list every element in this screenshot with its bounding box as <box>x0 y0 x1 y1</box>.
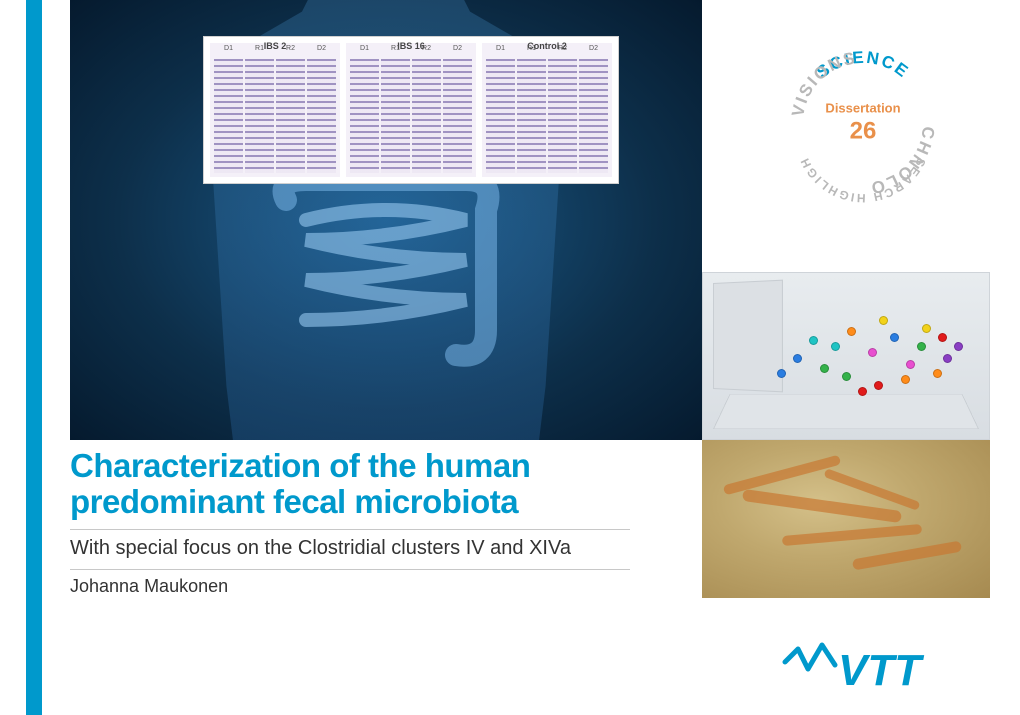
lane-label: R1 <box>245 45 274 52</box>
culture-streak <box>852 541 962 571</box>
culture-streak <box>782 524 922 546</box>
scatter-dot <box>842 372 851 381</box>
divider <box>70 529 630 530</box>
lane-label: D1 <box>486 45 515 52</box>
scatter-dot <box>820 364 829 373</box>
series-badge: SCIENCE TECHNOLOGY RESEARCH HIGHLIGHTS V… <box>778 38 948 208</box>
scatter-dot <box>868 348 877 357</box>
badge-center-label: Dissertation <box>825 101 900 116</box>
lane-label: R2 <box>276 45 305 52</box>
document-title: Characterization of the human predominan… <box>70 448 702 519</box>
scatter-dot <box>793 354 802 363</box>
vtt-logo: VTT <box>780 637 960 697</box>
lane-label: D2 <box>443 45 472 52</box>
gel-column: IBS 16 D1 R1 R2 D2 <box>346 43 476 177</box>
gel-column: Control 2 D1 R1 R2 D2 <box>482 43 612 177</box>
scatter-dot <box>901 375 910 384</box>
scatter-dot <box>890 333 899 342</box>
scatter-dot <box>858 387 867 396</box>
culture-plate-panel <box>702 440 990 598</box>
scatter-dot <box>943 354 952 363</box>
scatter-dot <box>879 316 888 325</box>
scatter-dot <box>917 342 926 351</box>
lane-label: R2 <box>412 45 441 52</box>
scatter-dot <box>831 342 840 351</box>
scatter-dot <box>809 336 818 345</box>
scatter-dot <box>938 333 947 342</box>
gel-column: IBS 2 D1 R1 R2 D2 <box>210 43 340 177</box>
intestines-illustration <box>256 170 516 370</box>
divider <box>70 569 630 570</box>
scatter-dot <box>906 360 915 369</box>
scatter-dot <box>847 327 856 336</box>
scatter-dot <box>874 381 883 390</box>
lane-label: R1 <box>517 45 546 52</box>
lane-label: D1 <box>214 45 243 52</box>
hero-image-panel: IBS 2 D1 R1 R2 D2 IBS 16 D1 R1 R2 D2 Con… <box>70 0 702 440</box>
lane-label: R1 <box>381 45 410 52</box>
lane-label: D1 <box>350 45 379 52</box>
document-subtitle: With special focus on the Clostridial cl… <box>70 536 630 561</box>
scatter-dot <box>933 369 942 378</box>
scatter-dot <box>922 324 931 333</box>
lane-label: D2 <box>579 45 608 52</box>
document-author: Johanna Maukonen <box>70 576 702 597</box>
left-accent-bar <box>26 0 42 715</box>
lane-label: R2 <box>548 45 577 52</box>
scatter-dot <box>777 369 786 378</box>
logo-text: VTT <box>838 646 924 695</box>
scatter-dot <box>954 342 963 351</box>
lane-label: D2 <box>307 45 336 52</box>
gel-electrophoresis-panel: IBS 2 D1 R1 R2 D2 IBS 16 D1 R1 R2 D2 Con… <box>203 36 619 184</box>
culture-streak <box>723 455 841 496</box>
title-block: Characterization of the human predominan… <box>70 448 702 597</box>
scatter-3d-panel <box>702 272 990 440</box>
badge-center-number: 26 <box>825 118 900 146</box>
